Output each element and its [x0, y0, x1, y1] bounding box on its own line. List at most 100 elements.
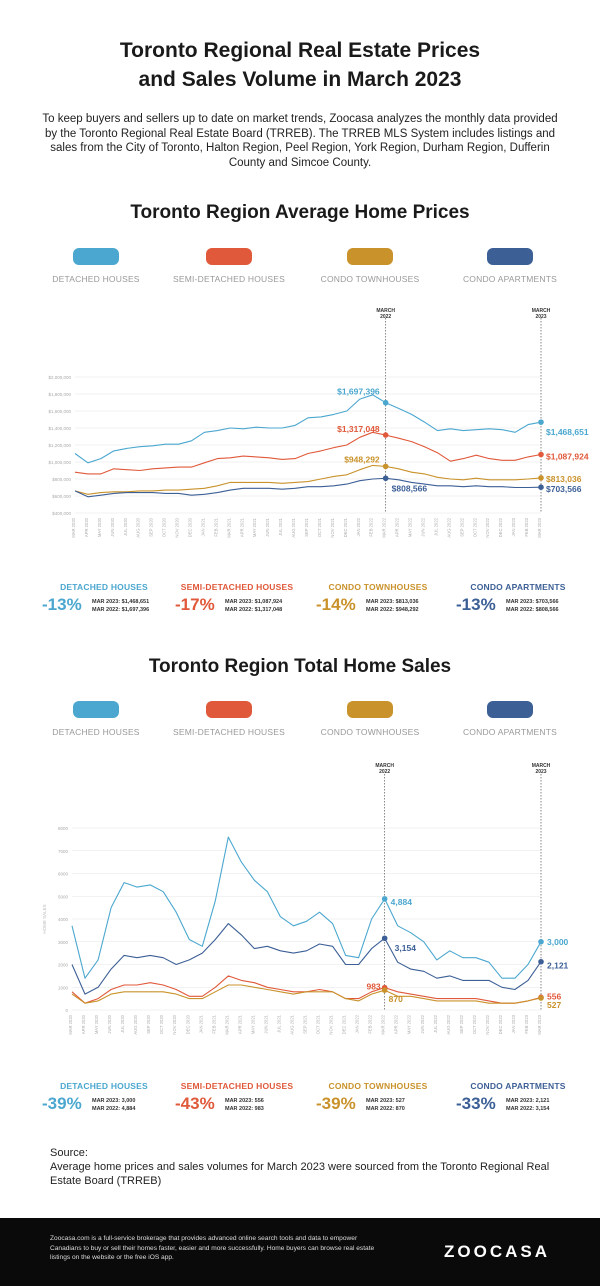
y-tick-label: 5000: [58, 894, 69, 899]
legend-swatch: [206, 248, 252, 265]
x-tick-label: APR 2020: [81, 1014, 86, 1034]
x-tick-label: JAN 2022: [355, 1014, 360, 1033]
footer-text: Zoocasa.com is a full-service brokerage …: [50, 1235, 375, 1261]
x-tick-label: FEB 2021: [213, 517, 218, 536]
x-tick-label: JUN 2020: [107, 1014, 112, 1033]
x-tick-label: OCT 2022: [472, 517, 477, 537]
march-marker-label: MARCH: [375, 763, 394, 769]
x-tick-label: JAN 2023: [511, 517, 516, 536]
x-tick-label: JUN 2020: [110, 517, 115, 536]
stat-name: CONDO APARTMENTS: [470, 582, 566, 592]
y-tick-label: $1,600,000: [48, 409, 71, 414]
x-tick-label: OCT 2020: [159, 1014, 164, 1034]
y-tick-label: 8000: [58, 826, 69, 831]
x-tick-label: AUG 2022: [446, 1014, 451, 1034]
y-tick-label: 4000: [58, 917, 69, 922]
stat-percent: -33%: [456, 1094, 496, 1113]
march-marker-label: 2023: [535, 314, 546, 320]
stat-current: MAR 2023: $1,468,651: [92, 599, 150, 605]
data-point-semi-detached-houses: [382, 432, 389, 438]
x-tick-label: JUL 2021: [276, 1014, 281, 1032]
data-point-condo-apartments: [538, 958, 544, 965]
data-label: 870: [389, 994, 403, 1004]
data-label: 4,884: [391, 897, 413, 907]
data-point-condo-apartments: [381, 935, 388, 942]
x-tick-label: DEC 2020: [188, 517, 193, 537]
stat-values: MAR 2023: $703,566 MAR 2022: $808,566: [506, 598, 559, 614]
x-tick-label: OCT 2021: [317, 517, 322, 537]
series-line-condo-townhouses: [74, 464, 542, 495]
legend-swatch: [487, 701, 533, 718]
y-tick-label: $600,000: [52, 494, 71, 499]
legend-label: CONDO APARTMENTS: [462, 727, 558, 737]
x-tick-label: APR 2022: [394, 1014, 399, 1034]
stat-percent: -39%: [316, 1094, 356, 1113]
data-point-condo-townhouses: [381, 987, 388, 994]
y-tick-label: 1000: [58, 985, 69, 990]
x-tick-label: SEP 2020: [146, 1014, 151, 1033]
data-point-condo-townhouses: [382, 463, 389, 470]
x-tick-label: MAR 2023: [537, 1014, 542, 1034]
stat-previous: MAR 2022: $808,566: [506, 607, 559, 613]
stat-percent: -39%: [42, 1094, 82, 1113]
stat-percent: -14%: [316, 595, 356, 614]
x-tick-label: MAR 2022: [381, 1014, 386, 1034]
x-tick-label: DEC 2021: [343, 517, 348, 537]
y-tick-label: 0: [65, 1008, 68, 1013]
stat-percent: -17%: [175, 595, 215, 614]
y-tick-label: $800,000: [52, 477, 71, 482]
y-tick-label: 3000: [58, 940, 69, 945]
data-label: $808,566: [392, 483, 428, 493]
stat-previous: MAR 2022: 983: [225, 1106, 264, 1112]
stat-name: DETACHED HOUSES: [60, 582, 148, 592]
stat-previous: MAR 2022: $1,697,396: [92, 607, 150, 613]
intro-paragraph: To keep buyers and sellers up to date on…: [42, 113, 558, 169]
x-tick-label: AUG 2022: [446, 517, 451, 537]
data-label: $1,317,048: [337, 424, 380, 434]
prices-section-title: Toronto Region Average Home Prices: [130, 202, 470, 223]
x-tick-label: NOV 2020: [172, 1014, 177, 1034]
y-tick-label: 6000: [58, 872, 69, 877]
prices-stats: DETACHED HOUSES -13% MAR 2023: $1,468,651 M…: [0, 582, 600, 626]
data-point-condo-apartments: [382, 475, 389, 482]
legend-label: SEMI-DETACHED HOUSES: [173, 727, 285, 737]
prices-chart: $400,000 $600,000 $800,000 $1,000,000 $1,200…: [48, 308, 588, 538]
data-point-detached-houses: [538, 938, 544, 945]
x-tick-label: JAN 2021: [200, 517, 205, 536]
x-tick-label: JUN 2021: [265, 517, 270, 536]
stat-previous: MAR 2022: $1,317,048: [225, 607, 283, 613]
x-tick-label: MAR 2020: [71, 517, 76, 537]
y-tick-label: $400,000: [52, 511, 71, 516]
source-heading: Source:: [50, 1147, 88, 1159]
legend-swatch: [73, 248, 119, 265]
x-tick-label: MAR 2021: [226, 517, 231, 537]
data-label: $1,697,396: [337, 387, 380, 397]
data-point-detached-houses: [382, 399, 389, 406]
legend-label: CONDO APARTMENTS: [462, 274, 558, 284]
x-tick-label: SEP 2021: [303, 1014, 308, 1033]
x-tick-label: AUG 2020: [136, 517, 141, 537]
zoocasa-logo[interactable]: ZOOCASA: [444, 1242, 550, 1261]
stat-name: CONDO TOWNHOUSES: [328, 1081, 428, 1091]
x-tick-label: JUN 2021: [263, 1014, 268, 1033]
stat-name: CONDO TOWNHOUSES: [328, 582, 428, 592]
y-tick-label: $2,000,000: [48, 375, 71, 380]
march-marker-label: 2022: [380, 314, 391, 320]
series-line-detached-houses: [71, 836, 542, 979]
x-tick-label: MAR 2022: [382, 517, 387, 537]
y-tick-label: $1,200,000: [48, 443, 71, 448]
x-tick-label: JUL 2020: [120, 1014, 125, 1032]
stat-values: MAR 2023: $813,036 MAR 2022: $948,292: [366, 598, 419, 614]
stat-current: MAR 2023: 3,000: [92, 1098, 136, 1104]
x-tick-label: JUN 2022: [421, 517, 426, 536]
stat-current: MAR 2023: 527: [366, 1098, 405, 1104]
legend-label: DETACHED HOUSES: [52, 727, 140, 737]
x-tick-label: MAY 2022: [408, 517, 413, 537]
x-tick-label: MAY 2021: [252, 517, 257, 537]
x-tick-label: MAY 2021: [250, 1014, 255, 1034]
y-axis-label: HOME SALES: [42, 904, 47, 933]
x-tick-label: NOV 2022: [485, 517, 490, 537]
data-label: 527: [547, 1000, 561, 1010]
x-tick-label: JUL 2020: [123, 517, 128, 535]
sales-chart: 0 1000 2000 3000 4000 5000 6000 7000 8000 HOME SA…: [42, 763, 569, 1035]
